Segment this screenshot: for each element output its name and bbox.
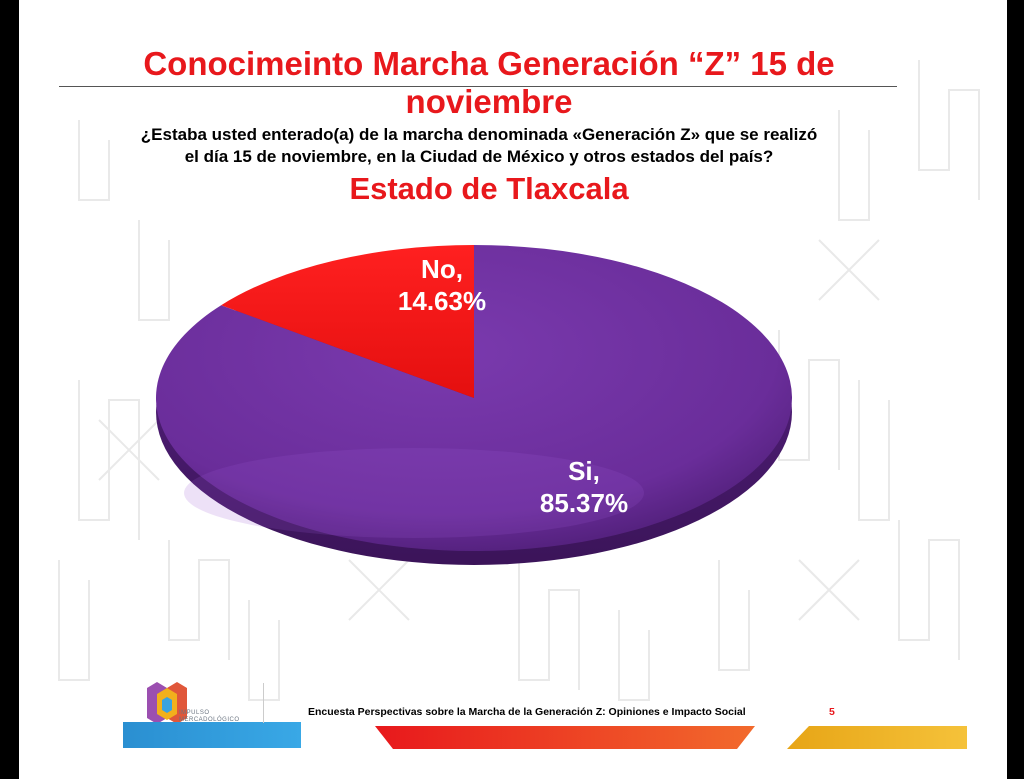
logo-blue-bar [123, 722, 301, 748]
pie-slices [155, 245, 793, 551]
data-label-no-value: 14.63% [398, 286, 486, 316]
question-line-1: ¿Estaba usted enterado(a) de la marcha d… [140, 125, 818, 144]
footer-yellow-bar [787, 726, 967, 749]
data-label-si-category: Si, [568, 456, 600, 486]
chart-subtitle: Estado de Tlaxcala [349, 171, 629, 206]
footer-red-bar [375, 726, 755, 749]
question-line-2: el día 15 de noviembre, en la Ciudad de … [184, 147, 774, 166]
slide: Conocimeinto Marcha Generación “Z” 15 de… [19, 0, 1007, 779]
footer-survey-title: Encuesta Perspectivas sobre la Marcha de… [308, 706, 746, 718]
title-line-1: Conocimeinto Marcha Generación “Z” 15 de [143, 45, 835, 82]
footer-separator [263, 683, 264, 723]
pie-labels: Si,85.37% No,14.63% [398, 254, 628, 518]
title-divider [59, 86, 897, 87]
pie-slice-no [221, 245, 474, 398]
background-pattern [58, 60, 980, 701]
logo-text-line-2: MERCADOLÓGICO [179, 717, 240, 723]
pie-highlight [184, 448, 644, 538]
pie-chart: Si,85.37% No,14.63% [155, 245, 793, 565]
company-logo: IMPULSO MERCADOLÓGICO [123, 678, 301, 748]
page-number: 5 [829, 706, 835, 718]
logo-mark-icon [147, 682, 187, 724]
data-label-no-category: No, [421, 254, 463, 284]
title-line-2: noviembre [405, 83, 573, 120]
data-label-si-value: 85.37% [540, 488, 628, 518]
logo-text-line-1: IMPULSO [179, 710, 210, 716]
